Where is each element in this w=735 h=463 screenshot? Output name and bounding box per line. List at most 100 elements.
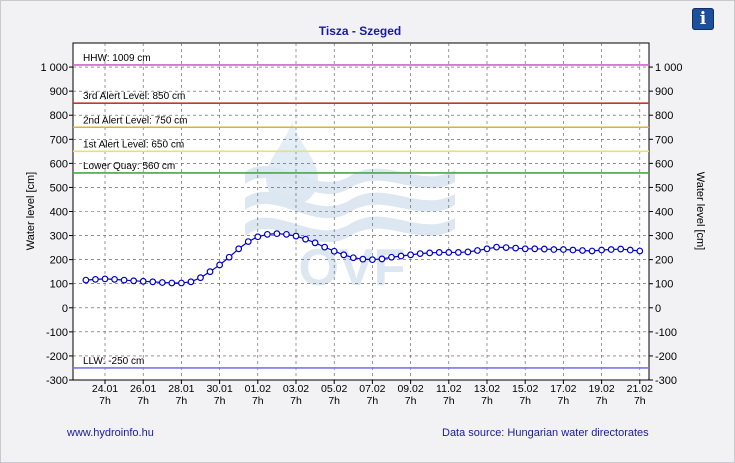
y-tick-label-right: -300 [655, 375, 677, 387]
x-tick-date-label: 24.01 [92, 383, 118, 395]
data-point [82, 276, 90, 284]
y-tick-label-right: 200 [655, 255, 673, 267]
data-point [302, 235, 309, 243]
x-tick-date-label: 11.02 [436, 383, 462, 395]
data-point [197, 274, 204, 282]
x-tick-date-label: 30.01 [206, 383, 232, 395]
y-tick-label-left: 1 000 [40, 62, 68, 74]
data-point [435, 249, 443, 256]
x-tick-hour-label: 7h [137, 395, 149, 407]
y-tick-label-right: 300 [655, 231, 673, 243]
data-point [483, 245, 491, 253]
data-point [579, 247, 586, 254]
data-point [502, 244, 510, 252]
y-tick-label-left: -200 [46, 351, 68, 363]
y-axis-label-right: Water level [cm] [694, 172, 706, 250]
x-tick-hour-label: 7h [596, 395, 608, 407]
x-tick-date-label: 19.02 [588, 383, 614, 395]
data-point [111, 275, 118, 283]
chart-title: Tisza - Szeged [319, 24, 401, 38]
data-point [588, 247, 596, 255]
data-point [120, 276, 128, 284]
x-tick-date-label: 13.02 [474, 383, 500, 395]
x-tick-hour-label: 7h [328, 395, 340, 407]
y-tick-label-left: -100 [46, 327, 68, 339]
data-point [235, 245, 243, 253]
data-point [531, 245, 539, 253]
data-point [216, 261, 224, 269]
threshold-label: HHW: 1009 cm [83, 53, 151, 64]
y-tick-label-left: -300 [46, 375, 68, 387]
y-tick-label-left: 800 [50, 110, 68, 122]
y-tick-label-right: 500 [655, 182, 673, 194]
data-point [464, 248, 472, 256]
y-tick-label-left: 300 [50, 231, 68, 243]
y-tick-label-right: 600 [655, 158, 673, 170]
threshold-lines: HHW: 1009 cm 3rd Alert Level: 850 cm 2nd A… [73, 53, 649, 369]
data-point [560, 246, 567, 253]
x-tick-hour-label: 7h [367, 395, 379, 407]
data-point [254, 233, 262, 241]
x-tick-hour-label: 7h [252, 395, 264, 407]
data-point [168, 279, 176, 287]
x-tick-date-label: 03.02 [283, 383, 309, 395]
watermark-text: OVF [299, 239, 406, 297]
info-button[interactable]: i [692, 8, 714, 30]
data-point [474, 247, 481, 254]
data-point [263, 230, 271, 238]
y-tick-label-right: 1 000 [655, 62, 683, 74]
x-tick-hour-label: 7h [481, 395, 493, 407]
data-point [283, 230, 290, 238]
data-point [149, 278, 157, 286]
data-point [292, 232, 300, 240]
x-tick-hour-label: 7h [443, 395, 455, 407]
x-tick-date-label: 07.02 [359, 383, 385, 395]
data-point [388, 253, 395, 261]
data-point [569, 246, 577, 254]
x-tick-date-label: 28.01 [168, 383, 194, 395]
x-tick-hour-label: 7h [290, 395, 302, 407]
data-point [512, 244, 520, 252]
data-point [273, 230, 281, 238]
data-point [340, 251, 348, 259]
y-axis-label-left: Water level [cm] [25, 172, 37, 250]
data-point [321, 243, 329, 251]
data-point [540, 245, 548, 253]
x-tick-date-label: 21.02 [627, 383, 653, 395]
y-tick-label-left: 900 [50, 86, 68, 98]
data-point [607, 246, 615, 253]
grid-lines [73, 43, 649, 380]
threshold-label: Lower Quay: 560 cm [83, 161, 175, 172]
data-point [426, 249, 434, 257]
data-point [416, 250, 424, 258]
data-point [598, 246, 605, 254]
data-point [407, 251, 415, 259]
data-point [158, 279, 166, 286]
website-link[interactable]: www.hydroinfo.hu [67, 427, 154, 439]
y-tick-label-left: 400 [50, 207, 68, 219]
y-tick-label-right: -200 [655, 351, 677, 363]
x-tick-hour-label: 7h [405, 395, 417, 407]
x-tick-date-label: 15.02 [512, 383, 538, 395]
data-point [636, 247, 644, 255]
data-source-text: Data source: Hungarian water directorate… [442, 427, 649, 439]
x-tick-hour-label: 7h [558, 395, 570, 407]
x-tick-hour-label: 7h [634, 395, 646, 407]
y-tick-label-right: 900 [655, 86, 673, 98]
data-point [206, 268, 214, 276]
y-tick-label-left: 500 [50, 182, 68, 194]
y-tick-label-right: 0 [655, 303, 661, 315]
data-point [493, 243, 500, 251]
data-point [330, 247, 338, 255]
data-point [139, 277, 147, 285]
y-tick-label-left: 700 [50, 134, 68, 146]
data-point [225, 253, 233, 261]
data-point [244, 238, 252, 245]
data-point [397, 252, 405, 260]
x-tick-hour-label: 7h [519, 395, 531, 407]
data-point [445, 249, 453, 256]
data-point [550, 246, 558, 253]
x-tick-hour-label: 7h [214, 395, 226, 407]
series-water-level [82, 230, 644, 287]
data-point [369, 256, 376, 264]
